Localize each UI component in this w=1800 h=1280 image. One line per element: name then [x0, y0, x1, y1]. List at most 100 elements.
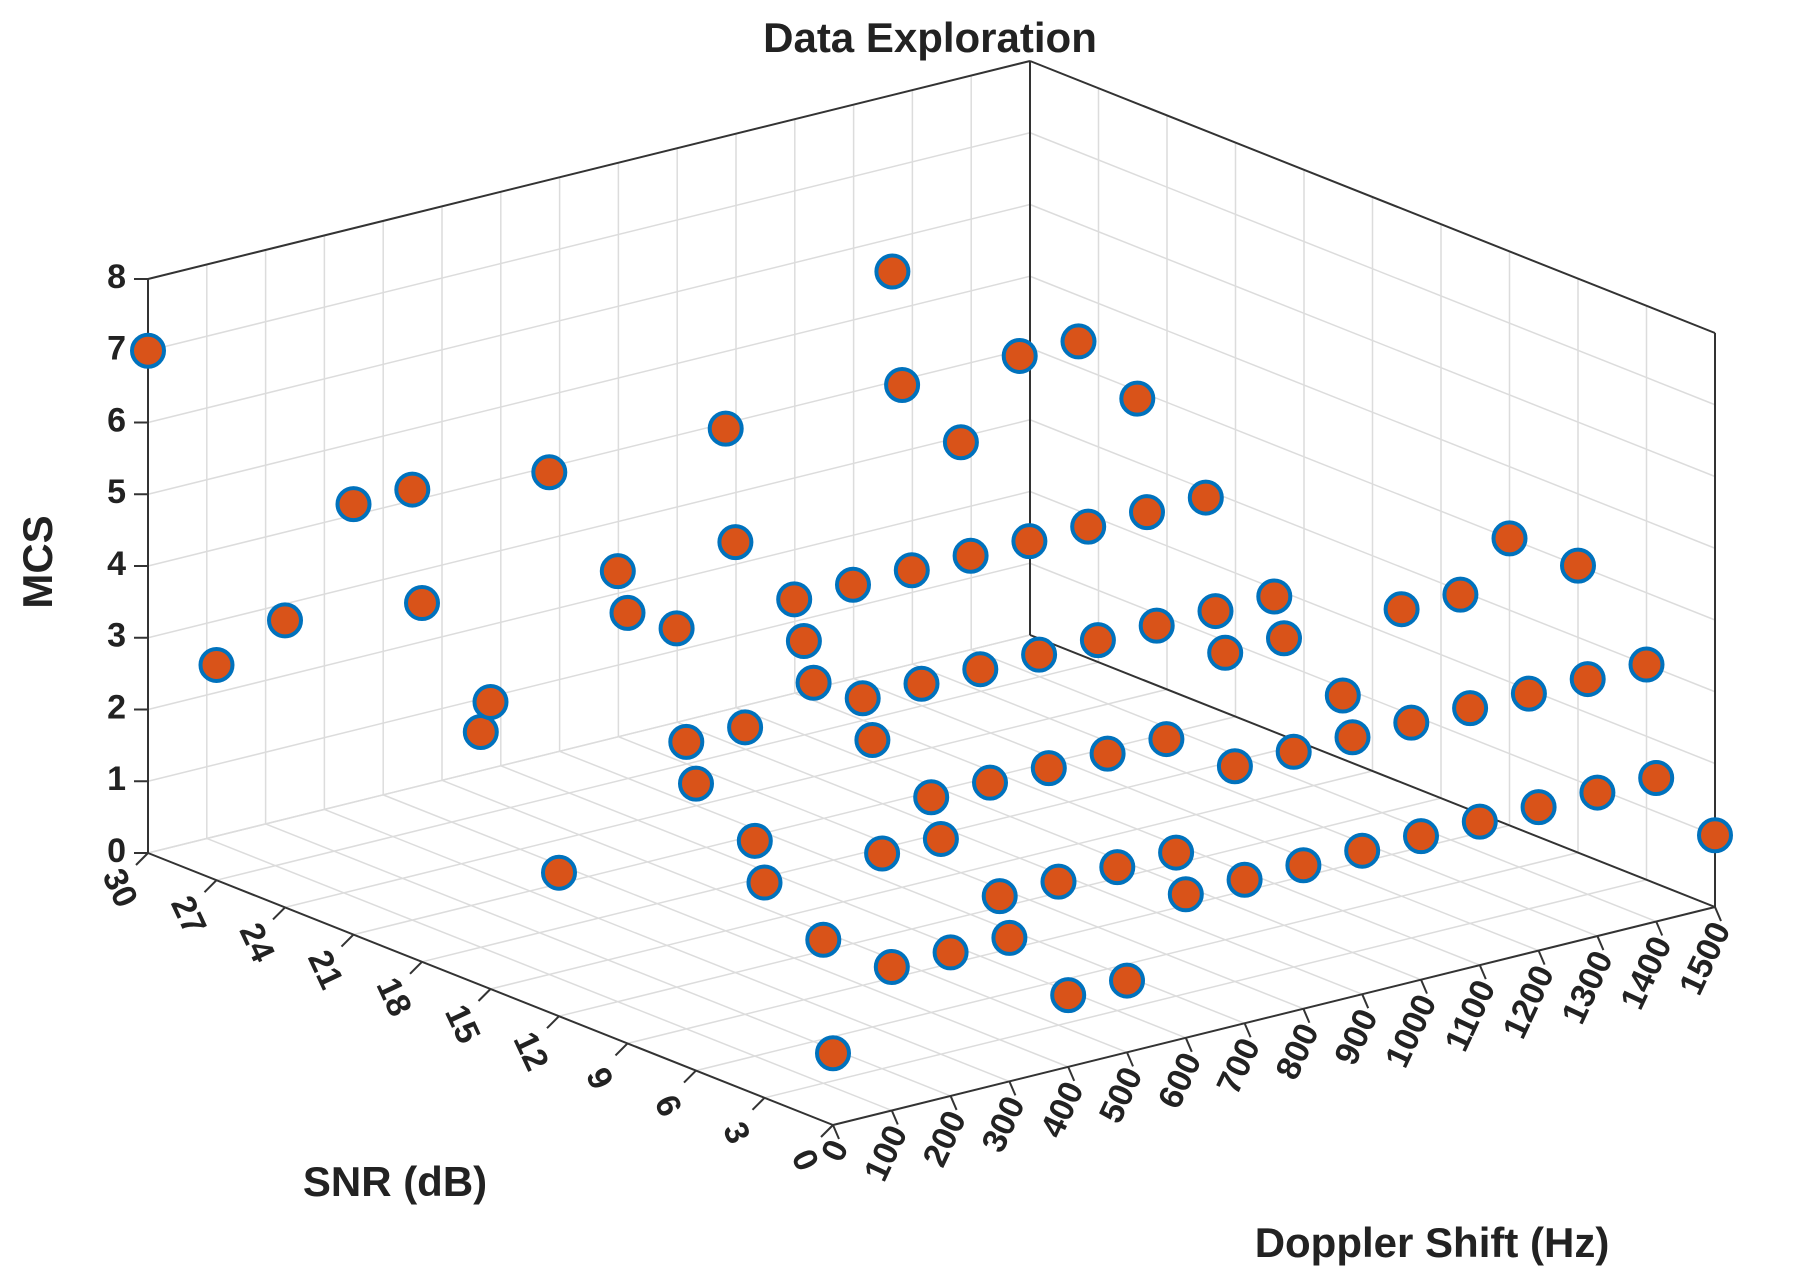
data-point — [1403, 818, 1439, 855]
data-point — [668, 723, 705, 760]
data-point — [1256, 578, 1293, 615]
grid — [147, 60, 1716, 1126]
data-point — [609, 594, 646, 631]
x-tick-label: 700 — [1210, 1032, 1268, 1099]
grid-line — [147, 634, 1031, 854]
data-point — [1079, 622, 1116, 659]
grid-line — [353, 715, 1236, 936]
z-tick-label: 5 — [107, 473, 126, 511]
data-point — [785, 623, 822, 660]
x-tick-mark — [890, 1110, 899, 1125]
data-point — [1442, 576, 1479, 613]
y-tick-mark — [477, 988, 492, 1002]
data-point — [531, 454, 568, 491]
x-tick-label: 1000 — [1378, 989, 1444, 1074]
grid-line — [1029, 132, 1716, 406]
y-tick-label: 24 — [232, 917, 282, 967]
x-tick-label: 500 — [1092, 1061, 1150, 1128]
data-point — [835, 566, 871, 603]
x-tick-mark — [1361, 993, 1370, 1009]
x-tick-mark — [1420, 979, 1428, 995]
x-tick-mark — [1243, 1022, 1252, 1038]
data-point — [1050, 977, 1087, 1014]
x-tick-label: 1400 — [1613, 931, 1679, 1016]
data-point — [541, 854, 577, 891]
data-point — [1697, 817, 1733, 854]
data-point — [462, 714, 499, 751]
data-point — [1158, 834, 1195, 871]
data-point — [1560, 547, 1596, 584]
data-point — [394, 471, 431, 508]
data-point — [864, 835, 901, 872]
data-point — [599, 553, 636, 590]
y-tick-label: 3 — [715, 1116, 757, 1149]
data-point — [1070, 508, 1107, 545]
data-point — [1383, 591, 1420, 628]
data-point — [717, 524, 754, 561]
data-point — [1520, 789, 1557, 826]
data-point — [815, 1035, 851, 1072]
x-tick-mark — [1126, 1051, 1134, 1067]
y-tick-label: 12 — [506, 1026, 556, 1076]
data-point — [746, 864, 783, 901]
z-tick-label: 6 — [107, 401, 126, 439]
data-point — [1021, 636, 1058, 673]
data-point — [854, 722, 891, 758]
data-point — [1324, 677, 1361, 714]
x-tick-mark — [1655, 921, 1664, 936]
data-point — [776, 581, 813, 618]
data-point — [1119, 380, 1156, 417]
x-tick-label: 900 — [1327, 1003, 1385, 1070]
data-point — [736, 822, 773, 859]
y-tick-mark — [614, 1042, 629, 1057]
y-tick-mark — [820, 1124, 834, 1138]
data-point — [844, 680, 881, 717]
data-point — [1216, 748, 1253, 785]
data-point — [1334, 719, 1371, 756]
data-point — [1628, 646, 1665, 683]
x-axis-label: Doppler Shift (Hz) — [1255, 1219, 1610, 1266]
axis-line — [1029, 634, 1716, 908]
data-point — [922, 820, 959, 857]
y-tick-mark — [135, 852, 149, 866]
x-tick-label: 400 — [1033, 1076, 1091, 1143]
data-point — [1638, 760, 1675, 797]
axis-line — [832, 906, 1716, 1126]
data-point — [1060, 323, 1097, 360]
z-tick-label: 0 — [107, 832, 126, 870]
data-point — [1129, 494, 1165, 531]
grid-line — [216, 661, 1099, 881]
y-tick-label: 21 — [300, 945, 350, 995]
data-point — [805, 921, 842, 958]
data-point — [874, 253, 911, 290]
data-point — [795, 664, 832, 701]
z-tick-label: 2 — [107, 688, 126, 726]
y-tick-label: 18 — [369, 972, 419, 1022]
x-tick-mark — [1184, 1037, 1193, 1053]
data-point — [727, 709, 764, 746]
grid-line — [1029, 490, 1716, 765]
grid-line — [764, 879, 1647, 1099]
x-tick-label: 1200 — [1496, 960, 1562, 1045]
data-point — [972, 764, 1008, 801]
y-axis-label: SNR (dB) — [303, 1158, 487, 1205]
data-point — [267, 602, 303, 639]
grid-line — [147, 490, 1031, 711]
data-point — [1167, 876, 1204, 913]
y-tick-label: 15 — [437, 999, 487, 1049]
data-point — [1393, 704, 1430, 741]
data-point — [1138, 607, 1175, 644]
data-point — [1579, 774, 1616, 811]
grid-line — [1029, 275, 1716, 549]
x-tick-label: 600 — [1151, 1047, 1209, 1114]
data-point — [1099, 849, 1136, 886]
z-tick-label: 3 — [107, 617, 126, 655]
data-point — [1207, 634, 1244, 671]
z-tick-label: 8 — [107, 258, 126, 296]
x-tick-mark — [949, 1095, 958, 1111]
x-tick-label: 200 — [916, 1105, 974, 1172]
x-tick-label: 1500 — [1672, 916, 1738, 1001]
data-point — [903, 665, 940, 702]
x-tick-mark — [1478, 964, 1487, 980]
